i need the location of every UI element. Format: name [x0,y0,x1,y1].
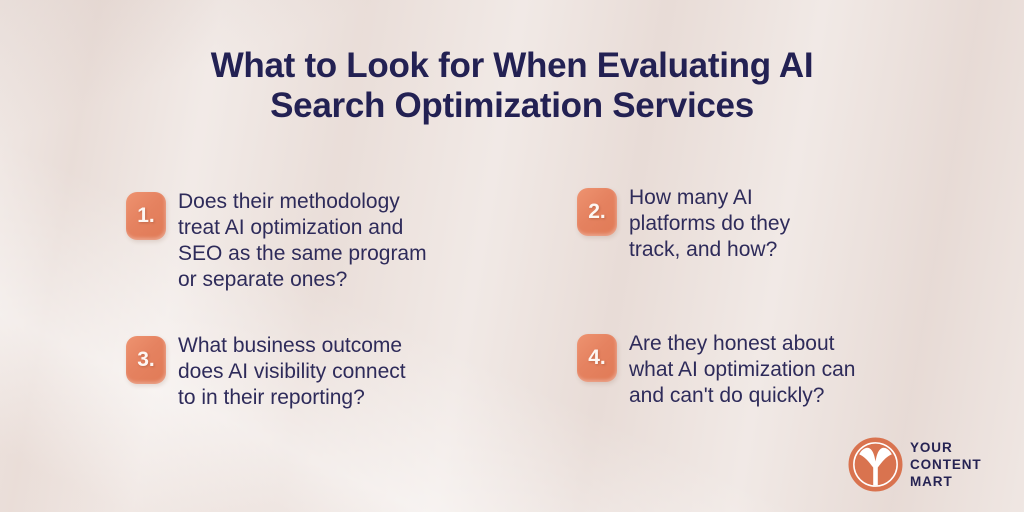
number-badge-4: 4. [577,334,617,382]
list-item-1: 1. Does their methodology treat AI optim… [126,190,427,293]
list-item-4: 4. Are they honest about what AI optimiz… [577,332,856,409]
badge-number: 3. [137,348,155,371]
number-badge-1: 1. [126,192,166,240]
brand-logo: YOUR CONTENT MART [848,437,982,492]
brand-name: YOUR CONTENT MART [910,439,982,490]
list-item-2: 2. How many AI platforms do they track, … [577,186,791,263]
item-text-1: Does their methodology treat AI optimiza… [178,190,427,291]
badge-number: 1. [137,204,155,227]
badge-number: 2. [588,200,606,223]
number-badge-3: 3. [126,336,166,384]
list-item-3: 3. What business outcome does AI visibil… [126,334,406,411]
item-text-2: How many AI platforms do they track, and… [629,186,791,261]
number-badge-2: 2. [577,188,617,236]
item-text-3: What business outcome does AI visibility… [178,334,406,409]
item-text-4: Are they honest about what AI optimizati… [629,332,856,407]
page-title: What to Look for When Evaluating AI Sear… [210,46,814,125]
your-content-mart-logo-icon [848,437,903,492]
badge-number: 4. [588,346,606,369]
